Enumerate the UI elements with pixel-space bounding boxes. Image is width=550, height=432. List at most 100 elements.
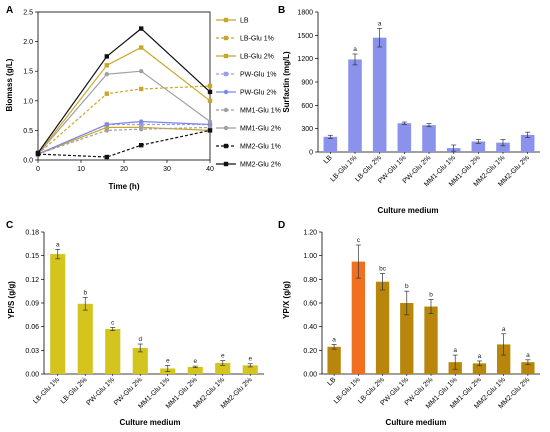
panel-a-ytick-label: 0.5 xyxy=(23,128,33,135)
panel-c-significance-letter: d xyxy=(138,336,142,343)
panel-a-data-point xyxy=(139,26,144,31)
panel-c-significance-letter: e xyxy=(248,356,252,363)
panel-d-xlabel: Culture medium xyxy=(386,418,447,427)
panel-d-significance-letter: c xyxy=(357,237,361,244)
panel-a-data-point xyxy=(207,89,213,95)
panel-a-data-point xyxy=(104,54,109,59)
panel-a-ylabel: Biomass (g/L) xyxy=(5,58,14,111)
panel-c-category-label: PW-Glu 1% xyxy=(85,376,116,407)
panel-a-data-point xyxy=(207,119,213,124)
panel-a-legend-marker xyxy=(223,71,229,77)
panel-b-category-label: LB xyxy=(323,154,334,165)
panel-b-ytick-label: 1800 xyxy=(297,10,313,17)
panel-c-ytick-label: 0.12 xyxy=(25,277,39,284)
panel-a-series-line xyxy=(37,46,211,155)
panel-a-legend-label: MM1-Glu 1% xyxy=(240,108,281,115)
panel-c-significance-letter: b xyxy=(83,289,87,296)
panel-a-data-point xyxy=(104,91,109,96)
panel-a-legend-label: LB-Glu 2% xyxy=(240,54,274,61)
panel-b-ytick-label: 600 xyxy=(301,103,313,110)
panel-d-bar xyxy=(472,363,487,374)
panel-a-legend-marker xyxy=(223,35,229,41)
panel-b-ylabel: Surfactin (mg/L) xyxy=(282,51,291,113)
panel-a-ytick-label: 2.0 xyxy=(23,39,33,46)
panel-d-category-label: LB xyxy=(327,376,338,387)
panel-d-ytick-label: 0.00 xyxy=(303,372,317,379)
panel-a-data-point xyxy=(207,98,213,103)
panel-a-data-point xyxy=(35,150,41,156)
panel-a-xlabel: Time (h) xyxy=(109,182,140,191)
panel-a-xtick-label: 10 xyxy=(77,166,85,173)
panel-a-series-line xyxy=(37,27,211,154)
panel-b-significance-letter: a xyxy=(353,46,357,53)
panel-c-bar xyxy=(242,365,258,374)
panel-b-bar xyxy=(323,136,338,152)
panel-a-xtick-label: 0 xyxy=(36,166,40,173)
panel-d-ytick-label: 1.00 xyxy=(303,253,317,260)
panel-d-bar xyxy=(400,303,414,374)
panel-d-significance-letter: b xyxy=(405,283,409,290)
panel-a-axes-frame xyxy=(37,11,211,161)
panel-a-letter: A xyxy=(6,5,13,16)
panel-d-bar xyxy=(521,362,535,374)
panel-a-series-line xyxy=(37,120,211,155)
panel-d-ytick-label: 0.20 xyxy=(303,348,317,355)
panel-a-data-point xyxy=(104,125,109,130)
panel-a-data-point xyxy=(104,63,109,68)
panel-a-xtick-label: 30 xyxy=(163,166,171,173)
panel-c-ytick-label: 0.03 xyxy=(25,348,39,355)
panel-d-ytick-label: 0.80 xyxy=(303,277,317,284)
panel-c-ytick-label: 0.06 xyxy=(25,324,39,331)
panel-a-legend-label: PW-Glu 2% xyxy=(240,90,276,97)
panel-b-bar xyxy=(422,125,436,152)
panel-a-legend-marker xyxy=(223,125,229,131)
panel-d-significance-letter: a xyxy=(478,353,482,360)
panel-a-legend-marker xyxy=(223,107,229,113)
panel-b-ytick-label: 1500 xyxy=(297,33,313,40)
panel-b-bar xyxy=(496,142,510,152)
panel-d-ytick-label: 1.20 xyxy=(303,230,317,237)
panel-d-significance-letter: a xyxy=(453,347,457,354)
panel-a-series-line xyxy=(37,70,211,155)
panel-d-ylabel: YP/X (g/g) xyxy=(282,281,291,319)
panel-b-ytick-label: 900 xyxy=(301,80,313,87)
panel-a-ytick-label: 1.5 xyxy=(23,69,33,76)
panel-a-xtick-label: 20 xyxy=(120,166,128,173)
panel-a-data-point xyxy=(104,128,110,133)
panel-a-series-line xyxy=(37,129,211,158)
panel-a-ytick-label: 2.5 xyxy=(23,10,33,17)
panel-c-letter: C xyxy=(6,220,13,231)
panel-c-chart: 0.00 0.03 0.06 0.09 0.12 0.15 0.18 a LB-Glu 1% b L… xyxy=(25,230,264,410)
panel-c-significance-letter: a xyxy=(56,241,60,248)
panel-b-significance-letter: a xyxy=(378,20,382,27)
panel-a-legend-marker xyxy=(223,161,229,167)
panel-a-legend-marker xyxy=(223,17,229,23)
panel-d-bar xyxy=(424,306,438,374)
panel-d-significance-letter: a xyxy=(526,352,530,359)
panel-a-data-point xyxy=(139,122,144,127)
panel-b-bar xyxy=(348,59,362,152)
panel-c-bar xyxy=(132,347,148,374)
panel-d-bar xyxy=(351,261,365,374)
panel-a-data-point xyxy=(139,143,144,148)
panel-b-bar xyxy=(397,123,412,152)
panel-d-significance-letter: a xyxy=(502,326,506,333)
panel-c-bar xyxy=(105,329,121,374)
panel-d-bar xyxy=(497,344,511,374)
panel-a-data-point xyxy=(139,69,144,74)
panel-c-category-label: LB-Glu 1% xyxy=(32,376,61,405)
panel-d-ytick-label: 0.60 xyxy=(303,301,317,308)
panel-a-legend-marker xyxy=(223,143,229,149)
panel-a-ytick-label: 1.0 xyxy=(23,98,33,105)
panel-c-significance-letter: e xyxy=(221,353,225,360)
panel-a-series-line xyxy=(37,85,211,155)
panel-a-data-point xyxy=(139,119,144,124)
panel-b-ytick-label: 0 xyxy=(309,150,313,157)
panel-c-category-label: LB-Glu 2% xyxy=(60,376,89,405)
panel-a-data-point xyxy=(139,86,144,92)
panel-b-bar xyxy=(520,134,535,152)
panel-a-data-point xyxy=(104,122,110,127)
panel-a-data-point xyxy=(139,45,144,50)
